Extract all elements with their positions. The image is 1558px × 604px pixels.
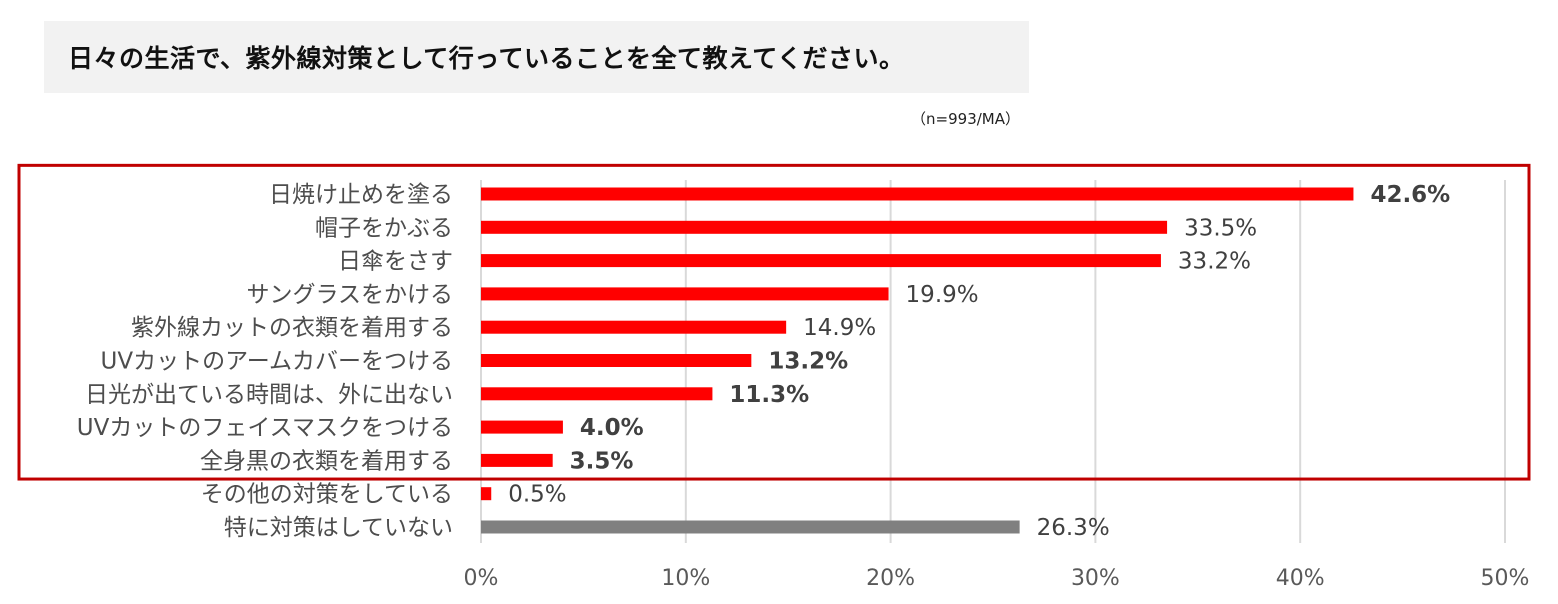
- chart-title: 日々の生活で、紫外線対策として行っていることを全て教えてください。: [44, 21, 1029, 93]
- bar: [481, 487, 492, 501]
- value-label: 3.5%: [570, 448, 634, 474]
- bar: [481, 420, 563, 434]
- value-label: 13.2%: [768, 349, 848, 375]
- category-label: UVカットのフェイスマスクをつける: [77, 415, 453, 441]
- category-label: 紫外線カットの衣類を着用する: [131, 315, 453, 341]
- category-label: 日焼け止めを塗る: [269, 182, 453, 208]
- x-tick-label: 20%: [866, 566, 915, 591]
- category-label: 特に対策はしていない: [224, 515, 453, 541]
- category-label: UVカットのアームカバーをつける: [101, 349, 454, 375]
- bar: [481, 254, 1161, 268]
- bar: [481, 520, 1020, 534]
- x-tick-label: 50%: [1481, 566, 1530, 591]
- value-label: 33.2%: [1178, 249, 1251, 275]
- value-label: 0.5%: [508, 482, 566, 508]
- value-label: 14.9%: [803, 315, 876, 341]
- x-tick-label: 10%: [661, 566, 710, 591]
- bar: [481, 220, 1168, 234]
- labels: 日焼け止めを塗る 42.6% 帽子をかぶる 33.5% 日傘をさす 33.2% サングラスを…: [77, 182, 1450, 541]
- bar: [481, 187, 1354, 201]
- value-label: 42.6%: [1370, 182, 1450, 208]
- category-label: 日光が出ている時間は、外に出ない: [85, 382, 453, 408]
- value-label: 19.9%: [906, 282, 979, 308]
- value-label: 33.5%: [1184, 215, 1257, 241]
- x-tick-label: 40%: [1276, 566, 1325, 591]
- value-label: 4.0%: [580, 415, 644, 441]
- x-axis-ticks: 0% 10% 20% 30% 40% 50%: [464, 566, 1530, 591]
- sample-size-note: （n=993/MA）: [911, 110, 1020, 128]
- bar: [481, 387, 713, 401]
- category-label: 帽子をかぶる: [315, 215, 453, 241]
- category-label: その他の対策をしている: [201, 482, 453, 508]
- category-label: 全身黒の衣類を着用する: [200, 448, 453, 474]
- category-label: サングラスをかける: [246, 282, 453, 308]
- x-tick-label: 30%: [1071, 566, 1120, 591]
- bar: [481, 287, 889, 301]
- x-tick-label: 0%: [464, 566, 499, 591]
- category-label: 日傘をさす: [338, 249, 453, 275]
- bar: [481, 453, 553, 467]
- bar: [481, 354, 752, 367]
- bar: [481, 320, 787, 334]
- value-label: 26.3%: [1037, 515, 1110, 541]
- bars: [481, 187, 1354, 534]
- value-label: 11.3%: [729, 382, 809, 408]
- highlight-box: [17, 163, 1531, 481]
